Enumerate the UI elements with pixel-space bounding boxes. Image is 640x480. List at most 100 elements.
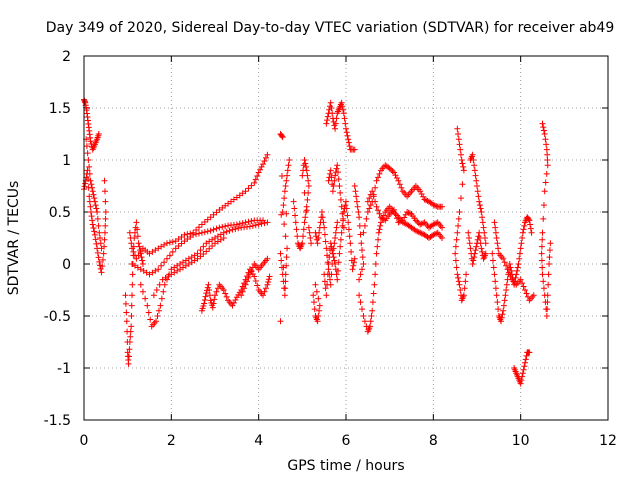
data-point <box>128 323 135 330</box>
data-point <box>517 276 524 283</box>
data-point <box>370 193 377 200</box>
data-point <box>329 250 336 257</box>
data-point <box>261 158 268 165</box>
data-point <box>518 240 525 247</box>
data-point <box>482 235 489 241</box>
data-point <box>417 221 424 228</box>
data-point <box>476 198 483 205</box>
data-point <box>232 297 239 304</box>
data-point <box>306 229 313 236</box>
data-point <box>281 188 288 195</box>
data-point <box>239 220 246 227</box>
data-point <box>474 188 481 195</box>
data-point <box>512 274 519 281</box>
data-point <box>369 307 376 314</box>
data-point <box>155 266 162 273</box>
data-point <box>137 281 144 288</box>
data-point <box>335 176 342 183</box>
data-point <box>260 292 267 299</box>
data-point <box>278 257 285 264</box>
data-point <box>356 222 363 229</box>
data-point <box>87 177 94 184</box>
data-point <box>207 227 214 234</box>
data-point <box>490 264 497 271</box>
data-point <box>338 229 345 236</box>
data-point <box>150 292 157 299</box>
data-point <box>367 318 374 325</box>
data-point <box>340 224 347 231</box>
data-point <box>137 248 144 255</box>
data-point <box>517 245 524 252</box>
data-point <box>329 188 336 195</box>
data-point <box>285 162 292 169</box>
data-point <box>500 255 507 262</box>
data-point <box>517 380 524 387</box>
data-point <box>282 278 289 285</box>
data-point <box>391 206 398 213</box>
data-point <box>129 292 136 299</box>
data-point <box>476 202 483 209</box>
data-point <box>281 195 288 202</box>
data-point <box>139 288 146 295</box>
data-point <box>493 235 500 241</box>
data-point <box>294 233 301 240</box>
data-point <box>181 231 188 238</box>
data-point <box>128 313 135 319</box>
data-point <box>102 198 109 205</box>
data-point <box>251 179 258 186</box>
data-point <box>525 216 532 223</box>
data-point <box>433 203 440 210</box>
data-point <box>539 264 546 271</box>
data-point <box>357 299 364 306</box>
data-point <box>351 146 358 153</box>
data-point <box>86 170 93 177</box>
data-point <box>201 229 208 236</box>
data-point <box>293 226 300 233</box>
data-point <box>126 339 133 345</box>
data-point <box>262 154 269 161</box>
data-point <box>492 224 499 231</box>
data-point <box>153 318 160 325</box>
data-point <box>375 229 382 236</box>
data-point <box>355 209 362 215</box>
data-point <box>519 370 526 377</box>
data-point <box>347 240 354 247</box>
data-point <box>546 254 553 261</box>
data-point <box>359 306 366 313</box>
data-point <box>198 229 205 236</box>
data-point <box>345 219 352 226</box>
data-point <box>128 240 135 247</box>
data-point <box>201 300 208 307</box>
data-point <box>89 188 96 195</box>
data-point <box>504 266 511 273</box>
data-point <box>474 183 480 189</box>
data-point <box>200 243 207 250</box>
data-point <box>153 287 160 293</box>
data-point <box>423 197 430 204</box>
data-point <box>300 226 307 233</box>
data-point <box>89 184 96 191</box>
data-point <box>305 183 312 189</box>
data-point <box>283 177 290 184</box>
data-point <box>343 125 349 132</box>
data-point <box>360 261 367 267</box>
data-point <box>283 210 290 217</box>
data-point <box>460 292 467 299</box>
data-point <box>334 219 341 226</box>
y-axis-label: SDTVAR / TECUs <box>6 181 22 296</box>
data-point <box>540 124 547 131</box>
x-tick-label: 2 <box>167 433 176 449</box>
data-point <box>351 183 358 189</box>
data-point <box>490 257 497 264</box>
data-point <box>392 172 399 179</box>
data-point <box>255 169 262 176</box>
data-point <box>161 259 168 266</box>
data-point <box>84 167 91 174</box>
data-point <box>459 181 466 188</box>
data-point <box>539 229 546 236</box>
data-point <box>494 299 501 306</box>
data-point <box>492 285 499 292</box>
data-point <box>283 254 290 261</box>
data-point <box>193 231 200 238</box>
data-point <box>481 229 488 236</box>
